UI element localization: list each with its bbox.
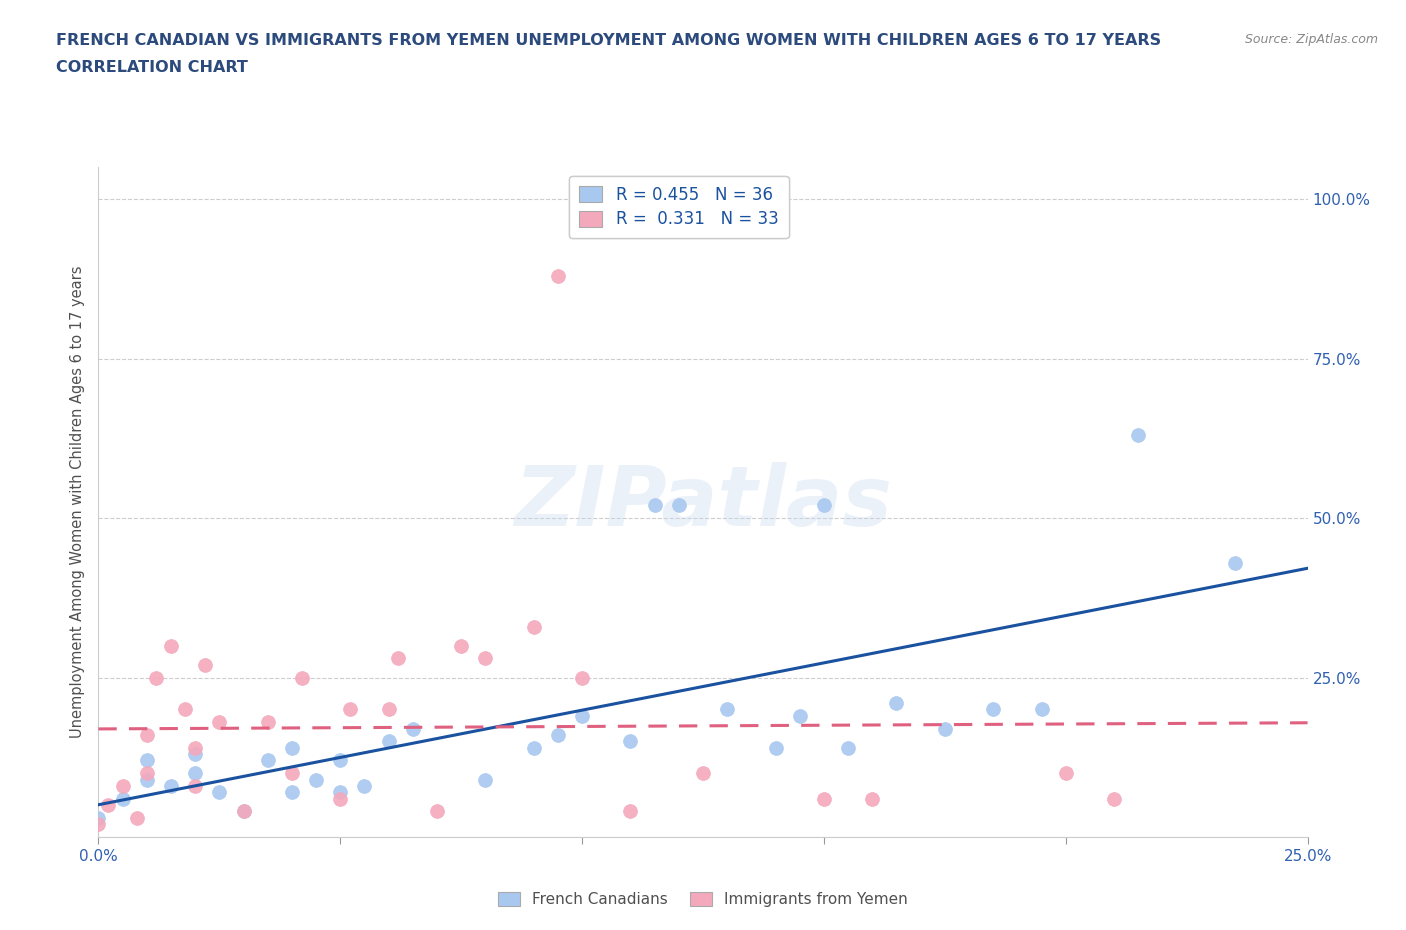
Point [571,709,593,724]
Point [160,638,183,653]
Point [644,498,666,512]
Point [619,804,641,819]
Point [232,804,254,819]
Point [281,765,304,780]
Y-axis label: Unemployment Among Women with Children Ages 6 to 17 years: Unemployment Among Women with Children A… [70,266,86,738]
Point [305,772,328,787]
Point [208,785,231,800]
Point [87,817,110,831]
Point [194,658,217,672]
Point [145,671,167,685]
Point [668,498,690,512]
Point [135,727,157,742]
Point [135,765,157,780]
Legend: R = 0.455   N = 36, R =  0.331   N = 33: R = 0.455 N = 36, R = 0.331 N = 33 [569,176,789,238]
Text: ZIPatlas: ZIPatlas [515,461,891,543]
Point [281,740,304,755]
Point [789,709,811,724]
Point [377,702,399,717]
Point [402,721,425,736]
Point [981,702,1004,717]
Point [860,791,883,806]
Legend: French Canadians, Immigrants from Yemen: French Canadians, Immigrants from Yemen [492,885,914,913]
Point [813,498,835,512]
Point [174,702,197,717]
Point [290,671,312,685]
Point [886,696,908,711]
Point [813,791,835,806]
Point [232,804,254,819]
Point [281,785,304,800]
Point [329,785,352,800]
Text: Source: ZipAtlas.com: Source: ZipAtlas.com [1244,33,1378,46]
Point [184,765,207,780]
Point [256,715,278,730]
Point [1054,765,1077,780]
Point [135,753,157,768]
Point [1102,791,1125,806]
Point [184,740,207,755]
Point [692,765,714,780]
Point [716,702,738,717]
Point [111,791,134,806]
Point [450,638,472,653]
Point [184,747,207,762]
Point [184,778,207,793]
Point [377,734,399,749]
Point [426,804,449,819]
Point [837,740,859,755]
Point [1128,428,1150,443]
Point [547,727,569,742]
Point [474,651,496,666]
Point [97,798,120,813]
Point [1031,702,1053,717]
Point [256,753,278,768]
Text: CORRELATION CHART: CORRELATION CHART [56,60,247,75]
Text: FRENCH CANADIAN VS IMMIGRANTS FROM YEMEN UNEMPLOYMENT AMONG WOMEN WITH CHILDREN : FRENCH CANADIAN VS IMMIGRANTS FROM YEMEN… [56,33,1161,47]
Point [329,753,352,768]
Point [387,651,409,666]
Point [127,810,149,825]
Point [523,619,546,634]
Point [208,715,231,730]
Point [547,269,569,284]
Point [135,772,157,787]
Point [523,740,546,755]
Point [353,778,375,793]
Point [934,721,956,736]
Point [474,772,496,787]
Point [571,671,593,685]
Point [160,778,183,793]
Point [619,734,641,749]
Point [87,810,110,825]
Point [111,778,134,793]
Point [1223,555,1246,570]
Point [765,740,787,755]
Point [339,702,361,717]
Point [329,791,352,806]
